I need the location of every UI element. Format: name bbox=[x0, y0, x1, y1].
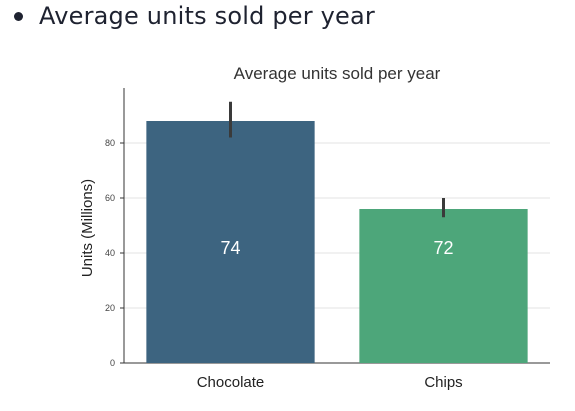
y-tick-label-3: 60 bbox=[105, 193, 115, 203]
bullet-text: Average units sold per year bbox=[39, 2, 375, 30]
x-category-labels: Chocolate Chips bbox=[197, 374, 463, 391]
bar-chips bbox=[359, 209, 528, 363]
error-bars bbox=[229, 101, 445, 218]
y-tick-label-0: 0 bbox=[110, 358, 115, 368]
bar-value-label-chips: 72 bbox=[433, 238, 453, 258]
y-tick-label-4: 80 bbox=[105, 138, 115, 148]
chart-title: Average units sold per year bbox=[234, 64, 441, 83]
y-tick-label-1: 20 bbox=[105, 303, 115, 313]
slide-bullet: Average units sold per year bbox=[14, 2, 375, 30]
bar-value-label-chocolate: 74 bbox=[220, 238, 240, 258]
y-axis-label: Units (Millions) bbox=[79, 179, 96, 277]
bars bbox=[146, 121, 528, 363]
y-tick-label-2: 40 bbox=[105, 248, 115, 258]
y-ticks: 0 20 40 60 80 bbox=[105, 138, 124, 368]
bar-value-labels: 74 72 bbox=[220, 238, 453, 258]
x-label-chips: Chips bbox=[424, 374, 462, 391]
bullet-dot-icon bbox=[14, 11, 23, 21]
x-label-chocolate: Chocolate bbox=[197, 374, 265, 391]
bar-chocolate bbox=[146, 121, 315, 363]
